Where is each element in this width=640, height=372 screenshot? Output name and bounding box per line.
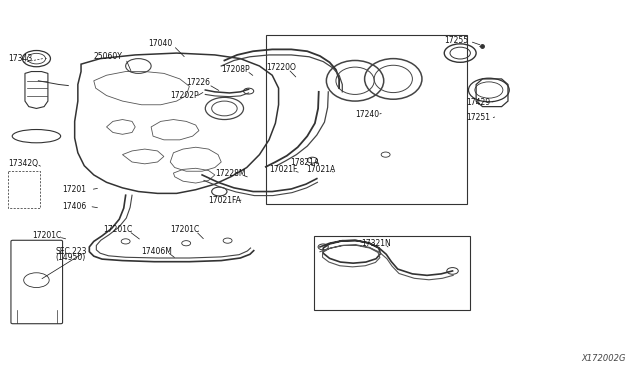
Text: 17208P: 17208P — [221, 65, 250, 74]
Text: 17201C: 17201C — [32, 231, 61, 240]
Text: 17040: 17040 — [148, 39, 172, 48]
Text: 17251: 17251 — [467, 113, 491, 122]
Text: 17255: 17255 — [444, 36, 468, 45]
Bar — [266, 35, 467, 205]
Text: 17201C: 17201C — [103, 225, 132, 234]
Text: 17202P: 17202P — [170, 91, 199, 100]
Text: (14950): (14950) — [56, 253, 86, 263]
Text: 17342Q: 17342Q — [8, 159, 38, 169]
Text: 17021F: 17021F — [269, 165, 298, 174]
Text: 25060Y: 25060Y — [94, 52, 123, 61]
Text: 17821A: 17821A — [290, 157, 319, 167]
Text: X172002G: X172002G — [581, 354, 626, 363]
Text: 17220O: 17220O — [266, 63, 296, 72]
Text: 17240: 17240 — [355, 109, 379, 119]
Text: 17201: 17201 — [62, 185, 86, 194]
Text: 17321N: 17321N — [362, 239, 391, 248]
Text: 17021FA: 17021FA — [209, 196, 241, 205]
Text: 17343: 17343 — [8, 54, 32, 63]
Text: SEC.223: SEC.223 — [56, 247, 87, 256]
Text: 17406: 17406 — [62, 202, 86, 211]
Text: 17429: 17429 — [467, 99, 491, 108]
Text: 17228M: 17228M — [215, 169, 245, 177]
Text: 17021A: 17021A — [306, 165, 335, 174]
Text: 17406M: 17406M — [141, 247, 172, 256]
Bar — [314, 236, 470, 310]
Text: 17201C: 17201C — [170, 225, 200, 234]
Text: 17226: 17226 — [186, 78, 210, 87]
